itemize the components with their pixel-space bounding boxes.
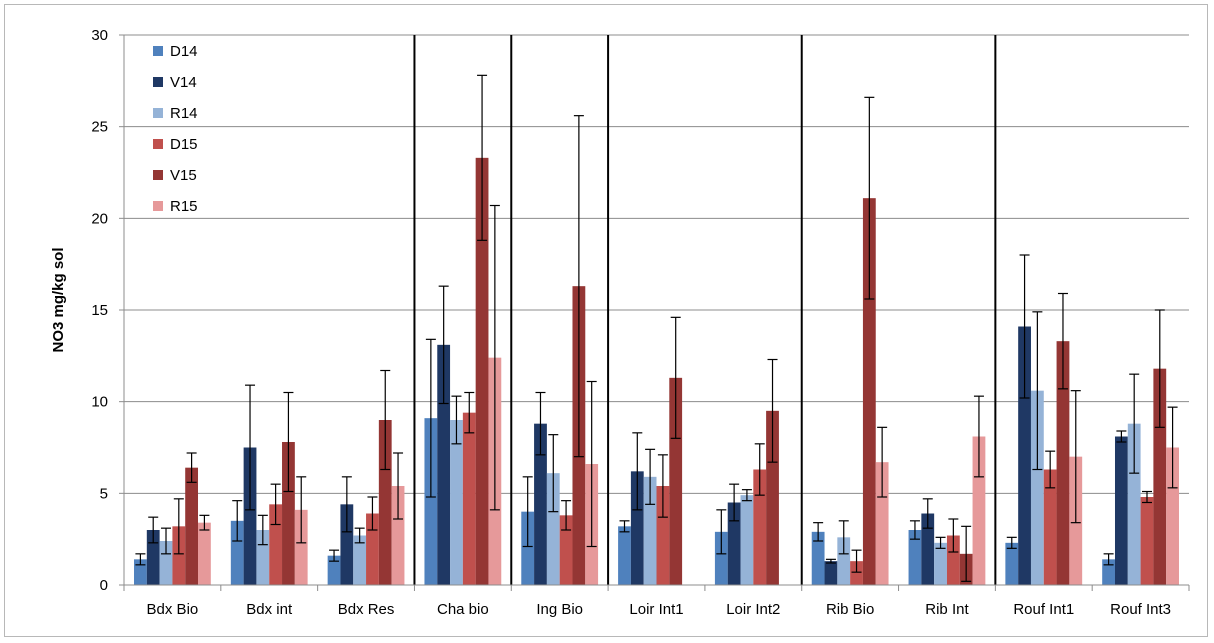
bar	[656, 486, 670, 585]
bar	[1114, 436, 1128, 585]
bar	[559, 515, 573, 585]
error-bars	[135, 74, 1178, 582]
legend-swatch	[153, 139, 163, 149]
bar	[327, 555, 341, 585]
x-tick-label: Cha bio	[437, 601, 489, 618]
legend-label: V15	[170, 167, 197, 184]
y-tick-label: 5	[100, 485, 108, 502]
bar	[727, 502, 741, 585]
bar	[618, 526, 631, 585]
x-tick-label: Rib Int	[925, 601, 969, 618]
bar	[811, 531, 825, 585]
bar	[1030, 390, 1044, 585]
legend: D14 V14 R14 D15 V15 R15	[153, 43, 198, 215]
bar	[908, 530, 922, 585]
bar	[424, 418, 438, 585]
bar	[198, 522, 211, 585]
y-tick-label: 25	[91, 119, 108, 136]
bar	[475, 157, 489, 586]
bar	[824, 561, 838, 585]
bar	[243, 447, 257, 585]
bar	[1140, 497, 1154, 585]
x-tick-label: Loir Int2	[726, 601, 780, 618]
legend-swatch	[153, 46, 163, 56]
x-tick-label: Bdx Res	[338, 601, 395, 618]
x-tick-label: Rouf Int3	[1110, 601, 1171, 618]
bar	[921, 513, 935, 585]
bar	[1153, 368, 1167, 585]
bar	[230, 520, 244, 585]
bar	[837, 537, 851, 585]
legend-label: V14	[170, 74, 197, 91]
legend-swatch	[153, 108, 163, 118]
bar	[934, 542, 947, 585]
bar	[1102, 559, 1115, 585]
bar	[256, 530, 270, 585]
bar	[630, 471, 644, 585]
bar	[1043, 469, 1057, 585]
bar	[353, 535, 367, 585]
bar	[282, 442, 295, 585]
bar	[1005, 542, 1019, 585]
legend-swatch	[153, 201, 163, 211]
bar	[669, 377, 683, 585]
legend-label: D14	[170, 43, 198, 60]
bar	[378, 420, 392, 585]
bar	[172, 526, 186, 585]
bar	[740, 495, 754, 585]
bar	[1127, 423, 1141, 585]
legend-swatch	[153, 170, 163, 180]
bars	[134, 157, 1179, 586]
legend-label: R15	[170, 198, 198, 215]
bar	[875, 462, 889, 585]
bar	[862, 198, 876, 585]
bar	[437, 344, 451, 585]
bar	[1056, 341, 1070, 585]
x-tick-label: Rib Bio	[826, 601, 874, 618]
bar	[159, 541, 173, 585]
bar	[766, 410, 779, 585]
bar	[134, 559, 147, 585]
y-tick-label: 15	[91, 302, 108, 319]
bar	[850, 561, 863, 585]
bar	[294, 509, 308, 585]
x-tick-label: Ing Bio	[536, 601, 583, 618]
bar	[972, 436, 986, 585]
y-tick-label: 20	[91, 210, 108, 227]
y-tick-label: 0	[100, 577, 108, 594]
bar	[546, 473, 560, 585]
bar	[366, 513, 379, 585]
bar	[462, 412, 476, 585]
bar	[714, 531, 728, 585]
bar	[146, 530, 160, 585]
bar	[391, 486, 405, 585]
legend-label: D15	[170, 136, 198, 153]
x-tick-label: Bdx int	[246, 601, 293, 618]
bar	[1166, 447, 1179, 585]
bar	[946, 535, 960, 585]
legend-label: R14	[170, 105, 198, 122]
y-tick-label: 10	[91, 394, 108, 411]
bar	[450, 420, 463, 585]
bar	[340, 504, 354, 585]
x-tick-label: Rouf Int1	[1013, 601, 1074, 618]
bar	[1018, 326, 1031, 585]
x-tick-label: Loir Int1	[629, 601, 683, 618]
bar	[521, 511, 535, 585]
y-axis-title: NO3 mg/kg sol	[50, 247, 67, 352]
x-tick-label: Bdx Bio	[147, 601, 199, 618]
bar	[534, 423, 547, 585]
axes: 0 5 10 15 20 25 30 Bdx Bio Bdx int Bdx Res Cha bio…	[91, 27, 1190, 618]
legend-swatch	[153, 77, 163, 87]
bar	[753, 469, 767, 585]
bar	[185, 467, 199, 585]
y-tick-label: 30	[91, 27, 108, 44]
group-separators	[413, 35, 997, 585]
